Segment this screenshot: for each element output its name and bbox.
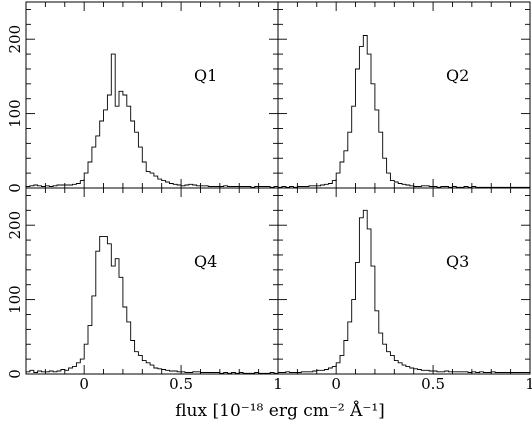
y-tick-label: 0 [6, 369, 24, 379]
panel-q3: Q3 0 0.5 1 [277, 187, 532, 393]
panel-label: Q3 [446, 252, 469, 271]
panel-q2: Q2 [277, 1, 531, 189]
panel-q4: Q4 0 100 200 0 0.5 1 [6, 187, 283, 393]
x-axis-label: flux [10⁻¹⁸ erg cm⁻² Å⁻¹] [175, 400, 385, 421]
histogram-q3 [278, 209, 530, 373]
panel-frame [25, 1, 279, 189]
panel-label: Q4 [194, 252, 217, 271]
x-tick-label: 0 [331, 375, 341, 393]
x-tick-label: 1 [525, 375, 532, 393]
y-tick-label: 0 [6, 183, 24, 193]
panel-q1: Q1 0 100 200 [6, 1, 279, 193]
panel-grid: Q1 0 100 200 Q2 Q4 0 100 200 0 0.5 1 Q3 0 0.5 1 [6, 1, 532, 393]
y-tick-label: 200 [6, 25, 24, 54]
y-tick-label: 100 [6, 285, 24, 314]
panel-frame [277, 187, 531, 375]
y-tick-label: 200 [6, 211, 24, 240]
panel-label: Q2 [446, 66, 469, 85]
y-tick-label: 100 [6, 99, 24, 128]
histogram-q2 [278, 35, 530, 188]
panel-frame [25, 187, 279, 375]
x-tick-label: 0.5 [421, 375, 445, 393]
histogram-q4 [26, 235, 278, 374]
x-tick-label: 0 [79, 375, 89, 393]
panel-frame [277, 1, 531, 189]
x-tick-label: 1 [273, 375, 283, 393]
x-tick-label: 0.5 [169, 375, 193, 393]
panel-label: Q1 [194, 66, 217, 85]
histogram-q1 [26, 53, 278, 188]
